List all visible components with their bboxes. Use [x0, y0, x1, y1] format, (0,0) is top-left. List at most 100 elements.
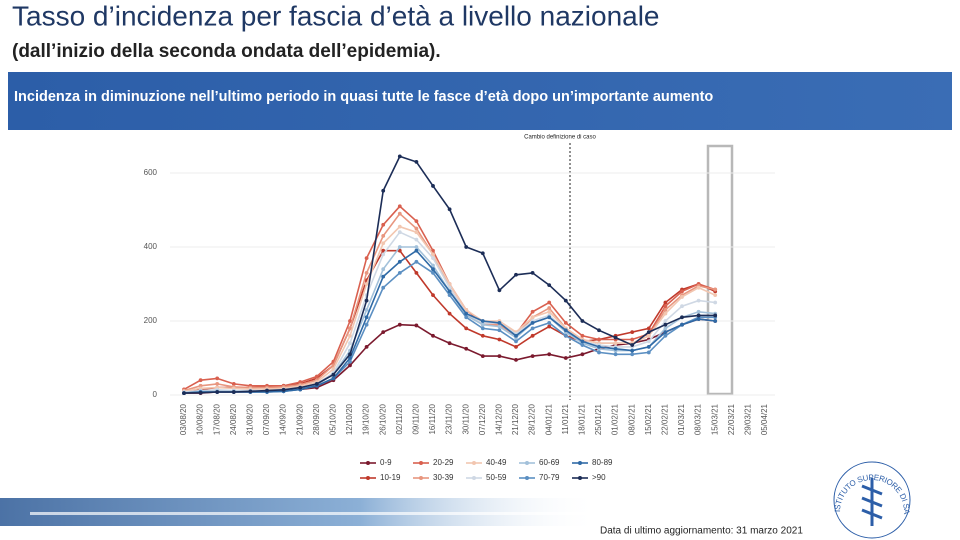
x-tick-label: 14/09/20 — [279, 403, 288, 435]
point — [231, 382, 236, 386]
point — [514, 357, 518, 362]
point — [547, 309, 552, 314]
point — [397, 245, 402, 249]
point — [696, 309, 701, 314]
point — [547, 315, 552, 320]
point — [198, 390, 203, 395]
legend-label: 60-69 — [539, 458, 560, 467]
point — [215, 376, 220, 381]
point — [630, 343, 635, 347]
point — [514, 345, 518, 349]
legend-marker — [472, 476, 476, 480]
series-line — [183, 155, 716, 394]
x-tick-label: 11/01/21 — [561, 403, 570, 434]
point — [597, 345, 601, 349]
point — [480, 354, 485, 359]
point — [414, 219, 419, 224]
point — [680, 322, 684, 327]
annotation: Cambio definizione di caso — [524, 135, 596, 141]
point — [431, 267, 435, 272]
point — [397, 271, 402, 275]
point — [663, 330, 668, 334]
x-tick-label: 21/12/20 — [511, 403, 520, 435]
x-tick-label: 16/11/20 — [428, 403, 437, 434]
legend-label: 10-19 — [380, 473, 401, 482]
point — [348, 326, 352, 331]
point — [364, 282, 369, 286]
point — [514, 333, 518, 338]
point — [680, 304, 684, 309]
point — [563, 328, 568, 333]
point — [464, 346, 469, 351]
point — [580, 352, 585, 357]
point — [547, 300, 552, 305]
legend-marker — [366, 476, 370, 480]
point — [447, 311, 452, 316]
series-line — [183, 249, 716, 394]
point — [364, 345, 369, 349]
banner — [8, 72, 952, 130]
point — [431, 184, 435, 188]
footer-text: Data di ultimo aggiornamento: 31 marzo 2… — [600, 526, 803, 537]
point — [364, 322, 369, 327]
point — [348, 359, 352, 364]
x-tick-label: 08/03/21 — [694, 403, 703, 435]
point — [497, 337, 502, 342]
point — [381, 188, 386, 193]
point — [580, 339, 585, 344]
legend-label: 40-49 — [486, 458, 507, 467]
legend-marker — [525, 461, 529, 465]
point — [215, 390, 220, 394]
point — [364, 315, 369, 320]
x-tick-label: 07/09/20 — [262, 403, 271, 435]
point — [397, 211, 402, 216]
x-tick-label: 22/03/21 — [727, 403, 736, 435]
point — [397, 154, 402, 159]
point — [597, 337, 601, 342]
point — [364, 256, 369, 260]
x-tick-label: 18/01/21 — [578, 403, 587, 435]
point — [613, 346, 618, 351]
x-tick-label: 08/02/21 — [627, 403, 636, 435]
point — [381, 241, 386, 246]
point — [663, 311, 668, 316]
point — [547, 320, 552, 325]
x-tick-label: 15/03/21 — [710, 403, 719, 435]
point — [348, 356, 352, 360]
legend-label: >90 — [592, 473, 606, 482]
highlight-box — [706, 144, 734, 396]
point — [563, 333, 568, 338]
point — [314, 382, 319, 386]
point — [680, 315, 684, 320]
x-tick-label: 17/08/20 — [212, 403, 221, 435]
point — [547, 324, 552, 329]
point — [530, 354, 535, 359]
y-tick-label: 0 — [153, 390, 158, 399]
point — [480, 326, 485, 331]
point — [613, 341, 618, 346]
point — [696, 298, 701, 303]
x-tick-label: 12/10/20 — [345, 403, 354, 435]
x-tick-label: 01/03/21 — [677, 403, 686, 435]
logo-ring — [833, 461, 911, 539]
point — [281, 387, 286, 392]
point — [497, 354, 502, 359]
point — [563, 320, 568, 325]
series-line — [183, 260, 716, 394]
point — [381, 248, 386, 253]
point — [447, 341, 452, 346]
point — [431, 293, 435, 297]
point — [265, 388, 269, 393]
point — [580, 319, 585, 323]
point — [414, 248, 419, 253]
point — [414, 271, 419, 275]
point — [530, 326, 535, 331]
x-tick-label: 10/08/20 — [196, 403, 205, 435]
point — [447, 293, 452, 297]
point — [397, 322, 402, 327]
x-tick-label: 14/12/20 — [495, 403, 504, 435]
point — [547, 306, 552, 310]
point — [198, 378, 203, 383]
point — [580, 343, 585, 347]
